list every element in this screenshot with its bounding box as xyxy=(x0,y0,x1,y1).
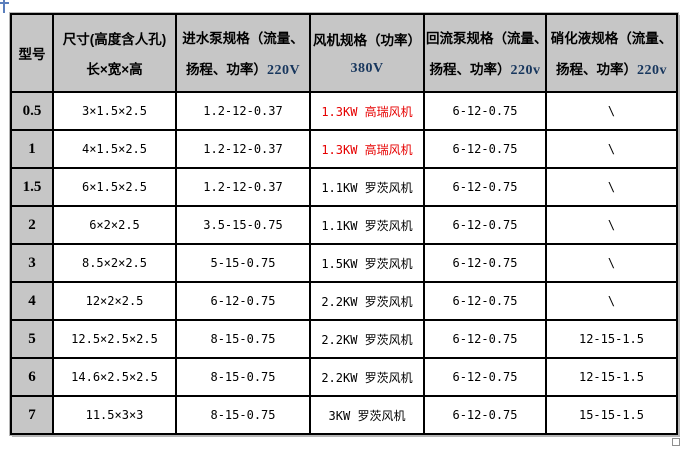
table-row: 0.5 3×1.5×2.5 1.2-12-0.37 1.3KW 高瑞风机 6-1… xyxy=(10,91,678,131)
return-pump-cell[interactable]: 6-12-0.75 xyxy=(423,281,547,321)
table-row: 2 6×2×2.5 3.5-15-0.75 1.1KW 罗茨风机 6-12-0.… xyxy=(10,205,678,245)
fan-cell[interactable]: 3KW 罗茨风机 xyxy=(309,395,425,435)
table-row: 6 14.6×2.5×2.5 8-15-0.75 2.2KW 罗茨风机 6-12… xyxy=(10,357,678,397)
return-pump-cell[interactable]: 6-12-0.75 xyxy=(423,167,547,207)
model-cell[interactable]: 3 xyxy=(10,243,54,283)
model-cell[interactable]: 0.5 xyxy=(10,91,54,131)
fan-cell[interactable]: 1.1KW 罗茨风机 xyxy=(309,205,425,245)
model-cell[interactable]: 1 xyxy=(10,129,54,169)
size-cell[interactable]: 6×2×2.5 xyxy=(52,205,177,245)
size-cell[interactable]: 4×1.5×2.5 xyxy=(52,129,177,169)
anchor-icon xyxy=(0,0,10,15)
return-pump-cell[interactable]: 6-12-0.75 xyxy=(423,319,547,359)
inlet-pump-cell[interactable]: 5-15-0.75 xyxy=(175,243,311,283)
return-pump-cell[interactable]: 6-12-0.75 xyxy=(423,91,547,131)
table-row: 4 12×2×2.5 6-12-0.75 2.2KW 罗茨风机 6-12-0.7… xyxy=(10,281,678,321)
model-cell[interactable]: 2 xyxy=(10,205,54,245)
table-body: 0.5 3×1.5×2.5 1.2-12-0.37 1.3KW 高瑞风机 6-1… xyxy=(10,91,678,435)
nitrification-cell[interactable]: \ xyxy=(545,281,678,321)
col-header-model[interactable]: 型号 xyxy=(10,13,54,93)
col-header-size[interactable]: 尺寸(高度含人孔) 长×宽×高 xyxy=(52,13,177,93)
header-line: 硝化液规格（流量、 xyxy=(550,31,673,47)
table-row: 3 8.5×2×2.5 5-15-0.75 1.5KW 罗茨风机 6-12-0.… xyxy=(10,243,678,283)
table-row: 1.5 6×1.5×2.5 1.2-12-0.37 1.1KW 罗茨风机 6-1… xyxy=(10,167,678,207)
spec-table: 型号 尺寸(高度含人孔) 长×宽×高 进水泵规格（流量、 扬程、功率）220V xyxy=(10,13,678,435)
header-voltage: 220v xyxy=(637,62,667,78)
fan-cell[interactable]: 2.2KW 罗茨风机 xyxy=(309,319,425,359)
model-cell[interactable]: 6 xyxy=(10,357,54,397)
inlet-pump-cell[interactable]: 3.5-15-0.75 xyxy=(175,205,311,245)
anchor-icon-bar-vertical xyxy=(3,0,5,13)
fan-cell[interactable]: 2.2KW 罗茨风机 xyxy=(309,357,425,397)
col-header-return-pump[interactable]: 回流泵规格（流量、 扬程、功率）220v xyxy=(423,13,547,93)
size-cell[interactable]: 8.5×2×2.5 xyxy=(52,243,177,283)
header-line-text: 扬程、功率） xyxy=(429,61,511,77)
header-line: 进水泵规格（流量、 xyxy=(182,31,304,47)
header-line-text: 扬程、功率） xyxy=(556,61,637,77)
table-header: 型号 尺寸(高度含人孔) 长×宽×高 进水泵规格（流量、 扬程、功率）220V xyxy=(10,13,678,93)
nitrification-cell[interactable]: \ xyxy=(545,129,678,169)
inlet-pump-cell[interactable]: 8-15-0.75 xyxy=(175,319,311,359)
nitrification-cell[interactable]: 12-15-1.5 xyxy=(545,357,678,397)
header-line: 长×宽×高 xyxy=(86,62,143,78)
table-row: 5 12.5×2.5×2.5 8-15-0.75 2.2KW 罗茨风机 6-12… xyxy=(10,319,678,359)
inlet-pump-cell[interactable]: 1.2-12-0.37 xyxy=(175,167,311,207)
header-line: 扬程、功率）220v xyxy=(548,58,675,79)
fan-cell[interactable]: 2.2KW 罗茨风机 xyxy=(309,281,425,321)
return-pump-cell[interactable]: 6-12-0.75 xyxy=(423,395,547,435)
inlet-pump-cell[interactable]: 1.2-12-0.37 xyxy=(175,129,311,169)
size-cell[interactable]: 3×1.5×2.5 xyxy=(52,91,177,131)
model-cell[interactable]: 1.5 xyxy=(10,167,54,207)
header-voltage: 220V xyxy=(266,62,301,78)
header-voltage: 220v xyxy=(510,62,541,78)
size-cell[interactable]: 11.5×3×3 xyxy=(52,395,177,435)
header-line: 回流泵规格（流量、 xyxy=(426,31,546,47)
nitrification-cell[interactable]: \ xyxy=(545,243,678,283)
anchor-icon-bar-horizontal xyxy=(0,2,9,4)
header-row: 型号 尺寸(高度含人孔) 长×宽×高 进水泵规格（流量、 扬程、功率）220V xyxy=(10,13,678,93)
table-row: 1 4×1.5×2.5 1.2-12-0.37 1.3KW 高瑞风机 6-12-… xyxy=(10,129,678,169)
col-header-nitrification[interactable]: 硝化液规格（流量、 扬程、功率）220v xyxy=(545,13,678,93)
nitrification-cell[interactable]: \ xyxy=(545,167,678,207)
inlet-pump-cell[interactable]: 8-15-0.75 xyxy=(175,357,311,397)
inlet-pump-cell[interactable]: 6-12-0.75 xyxy=(175,281,311,321)
table-resize-handle[interactable] xyxy=(672,438,680,446)
size-cell[interactable]: 12.5×2.5×2.5 xyxy=(52,319,177,359)
header-line: 扬程、功率）220V xyxy=(178,58,308,79)
inlet-pump-cell[interactable]: 8-15-0.75 xyxy=(175,395,311,435)
col-header-inlet-pump[interactable]: 进水泵规格（流量、 扬程、功率）220V xyxy=(175,13,311,93)
model-cell[interactable]: 5 xyxy=(10,319,54,359)
col-header-fan[interactable]: 风机规格（功率） 380V xyxy=(309,13,425,93)
return-pump-cell[interactable]: 6-12-0.75 xyxy=(423,243,547,283)
nitrification-cell[interactable]: \ xyxy=(545,91,678,131)
header-voltage: 380V xyxy=(350,61,384,76)
inlet-pump-cell[interactable]: 1.2-12-0.37 xyxy=(175,91,311,131)
nitrification-cell[interactable]: \ xyxy=(545,205,678,245)
return-pump-cell[interactable]: 6-12-0.75 xyxy=(423,357,547,397)
nitrification-cell[interactable]: 15-15-1.5 xyxy=(545,395,678,435)
size-cell[interactable]: 6×1.5×2.5 xyxy=(52,167,177,207)
nitrification-cell[interactable]: 12-15-1.5 xyxy=(545,319,678,359)
header-line: 风机规格（功率） xyxy=(313,33,421,48)
return-pump-cell[interactable]: 6-12-0.75 xyxy=(423,205,547,245)
fan-cell[interactable]: 1.5KW 罗茨风机 xyxy=(309,243,425,283)
header-line: 扬程、功率）220v xyxy=(426,58,544,79)
header-line: 尺寸(高度含人孔) xyxy=(62,31,167,47)
table-row: 7 11.5×3×3 8-15-0.75 3KW 罗茨风机 6-12-0.75 … xyxy=(10,395,678,435)
model-cell[interactable]: 4 xyxy=(10,281,54,321)
header-line: 型号 xyxy=(18,47,46,62)
return-pump-cell[interactable]: 6-12-0.75 xyxy=(423,129,547,169)
fan-cell[interactable]: 1.3KW 高瑞风机 xyxy=(309,129,425,169)
fan-cell[interactable]: 1.3KW 高瑞风机 xyxy=(309,91,425,131)
fan-cell[interactable]: 1.1KW 罗茨风机 xyxy=(309,167,425,207)
header-line-text: 扬程、功率） xyxy=(185,61,267,77)
model-cell[interactable]: 7 xyxy=(10,395,54,435)
size-cell[interactable]: 12×2×2.5 xyxy=(52,281,177,321)
size-cell[interactable]: 14.6×2.5×2.5 xyxy=(52,357,177,397)
